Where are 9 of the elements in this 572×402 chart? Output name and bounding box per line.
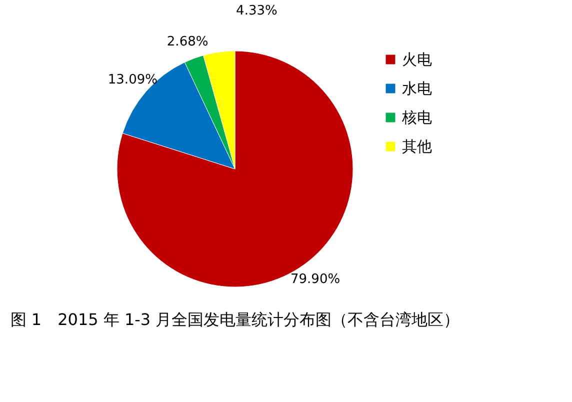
- text: 图 1 2015 年 1-3 月全国发电量统计分布图（不含台湾地区）: [10, 310, 460, 329]
- legend-label: 其他: [402, 138, 432, 156]
- data-label: 4.33%: [236, 3, 278, 18]
- legend-label: 水电: [402, 80, 432, 98]
- data-label: 79.90%: [290, 272, 340, 287]
- data-label: 2.68%: [166, 34, 208, 50]
- data-label: 13.09%: [108, 72, 158, 88]
- legend-label: 火电: [402, 50, 432, 68]
- legend-label: 核电: [401, 108, 432, 126]
